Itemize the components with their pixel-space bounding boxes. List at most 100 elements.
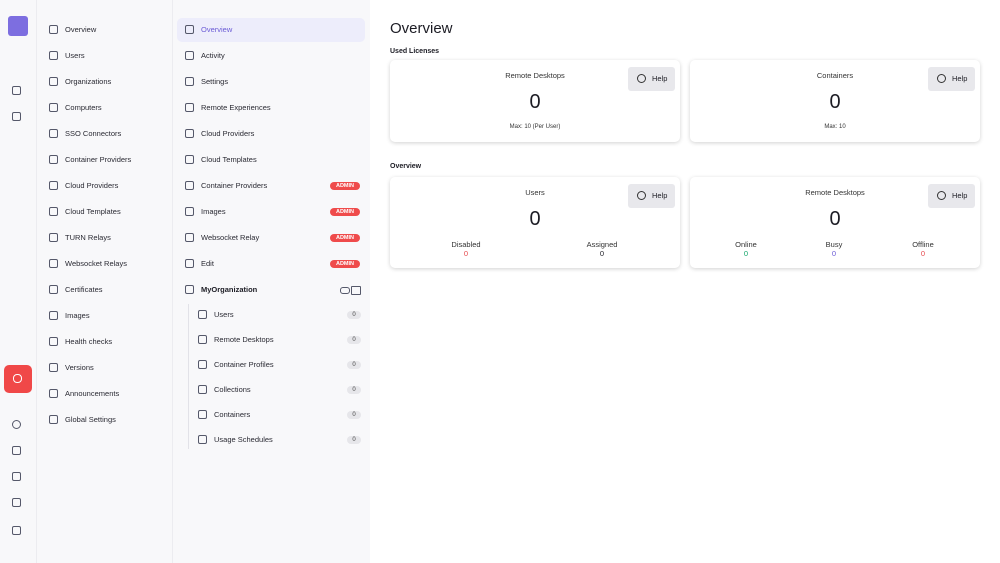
nav-icon (185, 155, 194, 164)
nav-icon (198, 310, 207, 319)
nav-item[interactable]: Container Providers (201, 181, 268, 190)
admin-badge: ADMIN (330, 234, 360, 242)
help-button[interactable]: Help (628, 184, 675, 208)
stat-label: Busy (825, 240, 843, 249)
card-title: Remote Desktops (805, 188, 865, 197)
stat-value: 0 (599, 249, 605, 258)
org-folder-icon (351, 286, 361, 295)
stat-card: Remote Desktops 0 Help Max: 10 (Per User) (390, 60, 680, 142)
help-button[interactable]: Help (928, 67, 975, 91)
nav-icon (49, 363, 58, 372)
nav-item[interactable]: Versions (65, 363, 94, 372)
sub-nav-item[interactable]: Container Profiles (214, 360, 274, 369)
stat-label: Online (735, 240, 757, 249)
stat-card: Remote Desktops 0 Help Online 0 Busy 0 Offline 0 (690, 177, 980, 268)
rail-icon[interactable] (12, 498, 21, 507)
help-label[interactable]: Help (952, 191, 968, 200)
rail-icon[interactable] (12, 526, 21, 535)
help-button[interactable]: Help (628, 67, 675, 91)
sub-nav-item[interactable]: Containers (214, 410, 251, 419)
nav-item[interactable]: Overview (201, 25, 233, 34)
nav-icon (198, 385, 207, 394)
nav-item[interactable]: Users (65, 51, 85, 60)
logo[interactable] (8, 16, 28, 36)
card-value: 0 (529, 208, 541, 230)
nav-item[interactable]: Edit (201, 259, 214, 268)
org-sidebar: Overview Activity Settings Remote Experienc… (173, 0, 370, 563)
nav-icon (49, 285, 58, 294)
help-icon (637, 191, 646, 200)
nav-icon (49, 259, 58, 268)
nav-item[interactable]: Cloud Providers (65, 181, 119, 190)
nav-item[interactable]: Websocket Relay (201, 233, 260, 242)
stat-label: Offline (912, 240, 934, 249)
sub-nav-item[interactable]: Usage Schedules (214, 435, 273, 444)
nav-item[interactable]: Announcements (65, 389, 120, 398)
nav-item[interactable]: Certificates (65, 285, 103, 294)
nav-icon (49, 415, 58, 424)
nav-icon (49, 25, 58, 34)
nav-icon (198, 410, 207, 419)
nav-icon (185, 129, 194, 138)
stat-label: Disabled (451, 240, 481, 249)
nav-item[interactable]: Remote Experiences (201, 103, 271, 112)
nav-icon (49, 129, 58, 138)
rail-icon[interactable] (12, 446, 21, 455)
nav-icon (185, 285, 194, 294)
stat-label: Assigned (586, 240, 618, 249)
nav-item[interactable]: Cloud Templates (65, 207, 121, 216)
rail-icon[interactable] (12, 472, 21, 481)
nav-item[interactable]: Health checks (65, 337, 113, 346)
stat-value: 0 (831, 249, 837, 258)
card-note: Max: 10 (Per User) (509, 124, 561, 130)
card-title: Containers (816, 71, 854, 80)
nav-item[interactable]: Images (201, 207, 226, 216)
nav-item[interactable]: Container Providers (65, 155, 132, 164)
nav-icon (49, 337, 58, 346)
help-label[interactable]: Help (652, 191, 668, 200)
nav-icon (49, 233, 58, 242)
nav-item[interactable]: Overview (65, 25, 97, 34)
help-label[interactable]: Help (952, 74, 968, 83)
nav-item[interactable]: Images (65, 311, 90, 320)
sub-nav-item[interactable]: Users (214, 310, 234, 319)
nav-item[interactable]: Cloud Providers (201, 129, 255, 138)
stat-card: Containers 0 Help Max: 10 (690, 60, 980, 142)
nav-item[interactable]: SSO Connectors (65, 129, 122, 138)
nav-icon (198, 435, 207, 444)
nav-item[interactable]: Cloud Templates (201, 155, 257, 164)
rail-icon[interactable] (13, 374, 22, 383)
help-label[interactable]: Help (652, 74, 668, 83)
section-heading: Overview (390, 163, 422, 170)
count-badge: 0 (347, 336, 361, 344)
rail-icon[interactable] (12, 420, 21, 429)
nav-icon (185, 25, 194, 34)
nav-item[interactable]: Settings (201, 77, 229, 86)
card-value: 0 (829, 91, 841, 113)
nav-item[interactable]: Websocket Relays (65, 259, 127, 268)
sub-nav-item[interactable]: Remote Desktops (214, 335, 274, 344)
stat-card: Users 0 Help Disabled 0 Assigned 0 (390, 177, 680, 268)
organization-name[interactable]: MyOrganization (201, 285, 258, 294)
rail-icon[interactable] (12, 112, 21, 121)
icon-rail (0, 0, 37, 563)
help-icon (937, 74, 946, 83)
nav-icon (198, 335, 207, 344)
nav-icon (185, 51, 194, 60)
rail-icon[interactable] (12, 86, 21, 95)
stat-value: 0 (463, 249, 469, 258)
card-title: Remote Desktops (505, 71, 565, 80)
nav-icon (49, 77, 58, 86)
admin-badge: ADMIN (330, 182, 360, 190)
org-key-icon (340, 287, 350, 294)
admin-badge: ADMIN (330, 260, 360, 268)
help-button[interactable]: Help (928, 184, 975, 208)
nav-item[interactable]: Organizations (65, 77, 112, 86)
nav-item[interactable]: Global Settings (65, 415, 116, 424)
nav-item[interactable]: TURN Relays (65, 233, 111, 242)
nav-item[interactable]: Activity (201, 51, 225, 60)
nav-icon (185, 207, 194, 216)
sub-nav-item[interactable]: Collections (214, 385, 251, 394)
nav-item[interactable]: Computers (65, 103, 102, 112)
